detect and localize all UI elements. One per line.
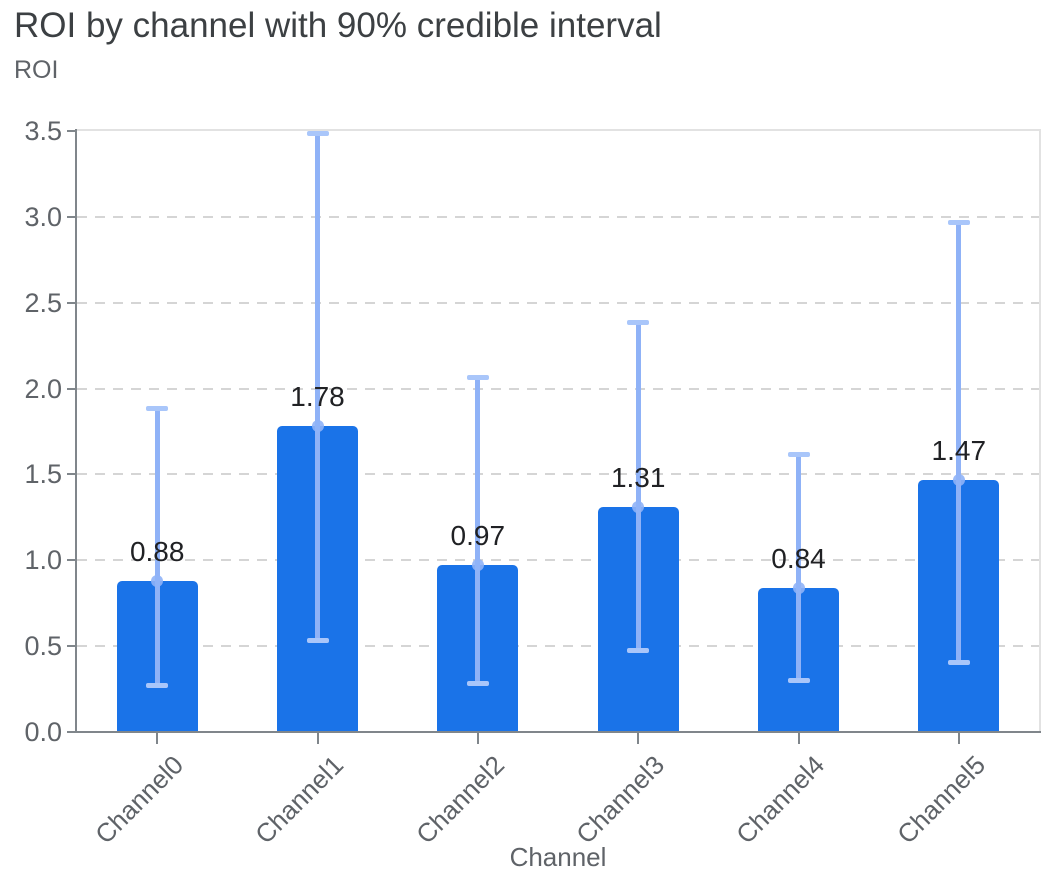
mean-dot [952, 473, 965, 486]
error-bar-cap-top [146, 405, 169, 411]
x-tick [476, 732, 479, 744]
bar-value-label: 0.88 [129, 535, 185, 567]
error-bar-cap-bottom [787, 677, 810, 683]
error-bar-stem [154, 407, 160, 686]
x-tick [797, 732, 800, 744]
y-tick-label: 3.5 [24, 116, 62, 146]
y-tick-label: 0.5 [24, 631, 62, 662]
y-tick-label: 2.5 [24, 287, 62, 318]
error-bar-stem [796, 453, 801, 681]
x-tick-label: Channel0 [89, 749, 190, 850]
plot-border-top [77, 129, 1041, 131]
bar-value-label: 1.47 [931, 434, 987, 466]
gridline [77, 559, 1039, 562]
x-tick [316, 732, 319, 744]
x-tick-label: Channel4 [730, 749, 831, 850]
mean-dot [311, 420, 324, 433]
gridline [77, 387, 1039, 390]
y-tick-label: 1.0 [24, 545, 62, 576]
y-tick [67, 559, 75, 562]
plot-area: 0.88 1.78 0.97 1.31 0.84 1.47 [67, 129, 1041, 744]
x-tick-label: Channel5 [890, 749, 991, 850]
error-bar-stem [956, 222, 962, 664]
error-bar-stem [635, 321, 641, 652]
x-tick-label: Channel2 [409, 749, 510, 850]
error-bar-stem [475, 376, 481, 684]
gridline [77, 645, 1039, 648]
error-bar-cap-bottom [947, 660, 970, 666]
x-tick [637, 732, 640, 744]
bar-value-label: 1.31 [610, 462, 666, 494]
y-tick [67, 645, 75, 648]
mean-dot [792, 581, 805, 594]
y-axis-line [75, 129, 77, 733]
y-axis-title: ROI [14, 56, 59, 84]
bar-value-label: 0.84 [771, 542, 826, 574]
error-bar-cap-bottom [466, 680, 489, 686]
gridline [77, 215, 1039, 218]
error-bar-cap-bottom [146, 682, 169, 688]
error-bar-cap-top [466, 374, 489, 380]
y-tick-label: 0.0 [24, 717, 62, 747]
y-tick [67, 301, 75, 304]
y-tick [67, 130, 75, 132]
error-bar-cap-bottom [306, 638, 329, 643]
error-bar-stem [315, 132, 320, 641]
y-tick [67, 215, 75, 218]
y-tick [67, 731, 75, 733]
bar-value-label: 1.78 [290, 381, 345, 413]
y-tick-label: 3.0 [24, 201, 62, 232]
gridline [77, 301, 1039, 304]
mean-dot [151, 574, 164, 587]
error-bar-cap-top [787, 451, 810, 457]
x-tick-label: Channel1 [249, 749, 350, 850]
error-bar-cap-top [627, 319, 650, 325]
x-tick-label: Channel3 [570, 749, 671, 850]
x-axis-line [75, 731, 1041, 733]
y-tick [67, 387, 75, 390]
y-tick-label: 1.5 [24, 459, 62, 490]
mean-dot [471, 559, 484, 572]
error-bar-cap-top [947, 220, 970, 225]
x-axis-title: Channel [509, 842, 607, 872]
plot-border-right [1039, 129, 1041, 732]
gridline [77, 473, 1039, 476]
y-tick-label: 2.0 [24, 373, 62, 404]
y-tick [67, 473, 75, 476]
x-tick [957, 732, 960, 744]
mean-dot [632, 501, 645, 514]
chart-title: ROI by channel with 90% credible interva… [14, 6, 662, 45]
x-tick [156, 732, 159, 744]
error-bar-cap-top [306, 130, 329, 136]
error-bar-cap-bottom [627, 648, 650, 654]
bar-value-label: 0.97 [450, 520, 506, 552]
